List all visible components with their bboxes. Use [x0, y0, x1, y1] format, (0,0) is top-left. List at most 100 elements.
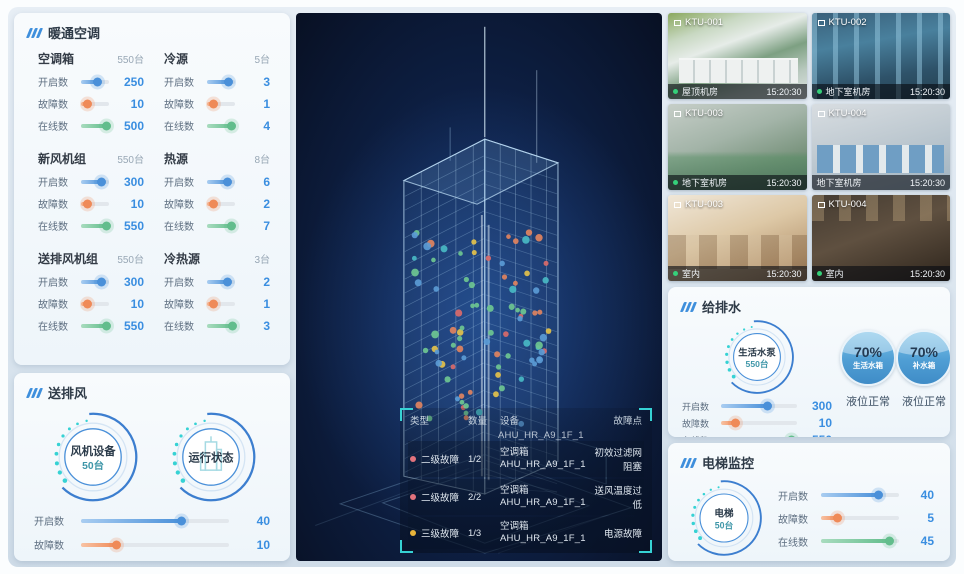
hvac-stat-group: 新风机组 550台 开启数 300 故障数 10 在线数 550	[38, 150, 144, 240]
stat-slider[interactable]	[721, 401, 797, 411]
alarm-table-header: 类型 数量 设备 故障点	[408, 410, 644, 430]
camera-tile[interactable]: KTU-001 屋顶机房 15:20:30	[668, 13, 807, 99]
camera-tile[interactable]: KTU-003 室内 15:20:30	[668, 195, 807, 281]
slider-knob[interactable]	[731, 418, 741, 428]
stat-slider-row: 开启数 40	[34, 513, 270, 529]
slider-knob[interactable]	[82, 199, 92, 208]
stat-slider[interactable]	[81, 99, 109, 108]
stat-slider[interactable]	[207, 277, 235, 286]
alarm-device-id: AHU_HR_A9_1F_1	[500, 533, 586, 545]
slider-knob[interactable]	[208, 199, 218, 208]
stat-value: 45	[920, 534, 934, 548]
camera-tile[interactable]: KTU-004 室内 15:20:30	[811, 195, 950, 281]
stat-slider-row: 在线数 550	[682, 433, 832, 437]
stat-value: 10	[130, 196, 144, 211]
building-3d-view[interactable]: 类型 数量 设备 故障点 AHU_HR_A9_1F_1 二级故障 1/2 空调箱…	[296, 13, 662, 561]
stat-slider[interactable]	[81, 77, 109, 86]
stat-slider[interactable]	[821, 513, 899, 523]
slider-knob[interactable]	[223, 77, 233, 86]
slider-knob[interactable]	[223, 277, 233, 286]
stat-label: 故障数	[164, 300, 194, 311]
stat-slider-row: 在线数 3	[164, 318, 270, 334]
alarm-row[interactable]: 二级故障 1/2 空调箱 AHU_HR_A9_1F_1 初效过滤网阻塞	[408, 441, 644, 478]
camera-id: KTU-004	[828, 199, 867, 210]
stat-slider[interactable]	[207, 199, 235, 208]
alarm-row[interactable]: 二级故障 2/2 空调箱 AHU_HR_A9_1F_1 送风温度过低	[408, 479, 644, 516]
slider-knob[interactable]	[82, 299, 92, 308]
stat-slider[interactable]	[81, 540, 229, 549]
stat-slider[interactable]	[207, 221, 236, 230]
hvac-stat-group: 冷源 5台 开启数 3 故障数 1 在线数 4	[164, 50, 270, 140]
slider-knob[interactable]	[884, 536, 894, 546]
stat-slider[interactable]	[207, 321, 237, 330]
slider-knob[interactable]	[208, 99, 218, 108]
slider-knob[interactable]	[226, 221, 236, 230]
stat-label: 在线数	[164, 122, 194, 133]
slider-fill	[207, 199, 218, 208]
stat-slider[interactable]	[81, 221, 112, 230]
stat-label: 开启数	[38, 178, 68, 189]
stat-slider[interactable]	[81, 277, 109, 286]
slider-knob[interactable]	[223, 177, 233, 186]
camera-id: KTU-004	[828, 108, 867, 119]
elevator-badge: 电梯 50台	[691, 480, 762, 556]
stat-slider[interactable]	[81, 321, 112, 330]
slider-knob[interactable]	[208, 299, 218, 308]
camera-timestamp: 15:20:30	[909, 177, 945, 188]
slider-knob[interactable]	[873, 490, 883, 500]
slider-fill	[81, 177, 107, 186]
slider-fill	[81, 540, 121, 549]
stat-slider[interactable]	[721, 418, 797, 428]
stat-slider[interactable]	[81, 516, 229, 525]
group-unit-count: 8台	[254, 155, 270, 166]
stat-slider-row: 在线数 550	[38, 218, 144, 234]
stat-slider-row: 故障数 10	[682, 416, 832, 430]
stat-slider-row: 在线数 500	[38, 118, 144, 134]
corner-bracket-icon	[639, 540, 652, 553]
slider-knob[interactable]	[227, 321, 237, 330]
slider-knob[interactable]	[82, 99, 92, 108]
stat-slider[interactable]	[207, 77, 235, 86]
stat-slider[interactable]	[821, 490, 899, 500]
slider-knob[interactable]	[227, 121, 237, 130]
slider-knob[interactable]	[763, 401, 773, 411]
stat-slider[interactable]	[207, 121, 237, 130]
stat-slider[interactable]	[207, 299, 235, 308]
stat-value: 1	[263, 96, 270, 111]
alarm-level: 二级故障	[421, 493, 460, 505]
alarm-row[interactable]: 三级故障 1/3 空调箱 AHU_HR_A9_1F_1 电源故障	[408, 517, 644, 549]
panel-hvac: 暖通空调 空调箱 550台 开启数 250 故障数 10 在线数 500 冷源 …	[14, 13, 290, 365]
stat-label: 开启数	[682, 401, 710, 412]
stat-slider[interactable]	[207, 99, 235, 108]
slider-fill	[81, 321, 112, 330]
camera-tile[interactable]: KTU-003 地下室机房 15:20:30	[668, 104, 807, 190]
stat-slider[interactable]	[207, 177, 235, 186]
corner-bracket-icon	[400, 540, 413, 553]
camera-location: 室内	[825, 269, 844, 279]
slider-knob[interactable]	[92, 77, 102, 86]
slider-fill	[81, 77, 102, 86]
slider-knob[interactable]	[102, 321, 112, 330]
stat-value: 10	[130, 96, 144, 111]
slider-fill	[81, 516, 186, 525]
slider-knob[interactable]	[176, 516, 186, 525]
stat-slider[interactable]	[821, 536, 899, 546]
slider-knob[interactable]	[833, 513, 843, 523]
slider-knob[interactable]	[102, 121, 112, 130]
stat-slider-row: 故障数 1	[164, 296, 270, 312]
camera-tile[interactable]: KTU-004 地下室机房 15:20:30	[811, 104, 950, 190]
slider-knob[interactable]	[787, 435, 797, 437]
slider-knob[interactable]	[97, 277, 107, 286]
group-name: 空调箱	[38, 52, 75, 66]
slider-knob[interactable]	[111, 540, 121, 549]
slider-knob[interactable]	[97, 177, 107, 186]
stat-slider[interactable]	[81, 299, 109, 308]
stat-slider[interactable]	[81, 199, 109, 208]
slider-fill	[81, 299, 92, 308]
stat-slider[interactable]	[81, 121, 112, 130]
camera-location: 地下室机房	[816, 178, 862, 188]
stat-slider[interactable]	[81, 177, 109, 186]
slider-knob[interactable]	[102, 221, 112, 230]
camera-tile[interactable]: KTU-002 地下室机房 15:20:30	[811, 13, 950, 99]
